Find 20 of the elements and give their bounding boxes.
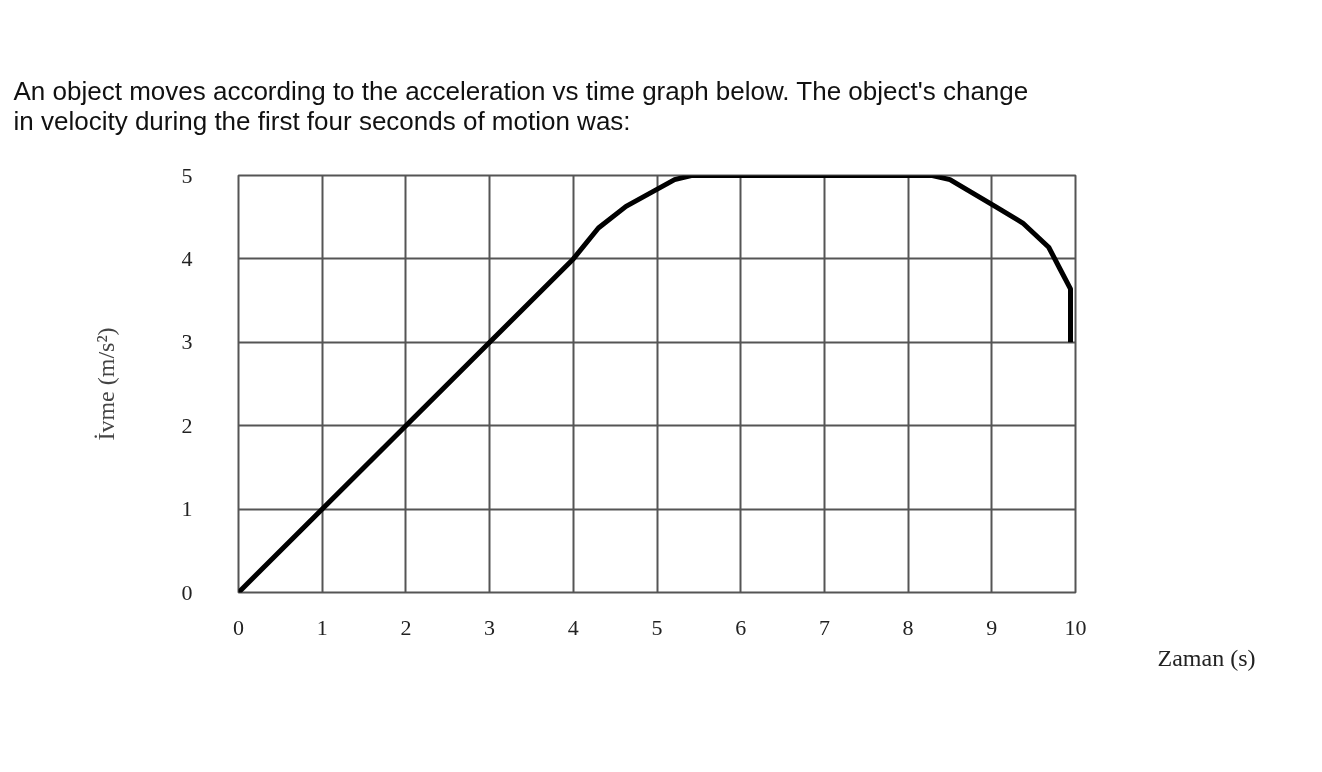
y-tick-label: 5	[181, 162, 193, 188]
x-tick-label: 8	[902, 614, 914, 640]
chart-title: An object moves according to the acceleration vs time graph below. The object's change in velocity during the first four seconds of motion was:	[13, 75, 1029, 136]
x-tick-label: 9	[986, 614, 998, 640]
x-tick-label: 0	[233, 614, 244, 640]
x-tick-label: 7	[818, 614, 830, 640]
y-tick-label: 0	[181, 579, 193, 605]
y-axis-title: İvme (m/s²)	[92, 327, 119, 441]
x-tick-label: 3	[484, 614, 496, 640]
y-tick-label: 1	[181, 496, 193, 522]
x-tick-label: 6	[735, 614, 747, 640]
x-tick-label: 4	[567, 614, 579, 640]
x-axis-title: Zaman (s)	[1157, 644, 1256, 671]
x-tick-label: 5	[651, 614, 663, 640]
x-tick-label: 1	[316, 614, 328, 640]
x-tick-label: 2	[400, 614, 412, 640]
y-tick-label: 2	[181, 412, 193, 438]
y-tick-label: 3	[181, 329, 193, 355]
y-tick-label: 4	[181, 245, 193, 271]
x-tick-label: 10	[1064, 614, 1087, 640]
